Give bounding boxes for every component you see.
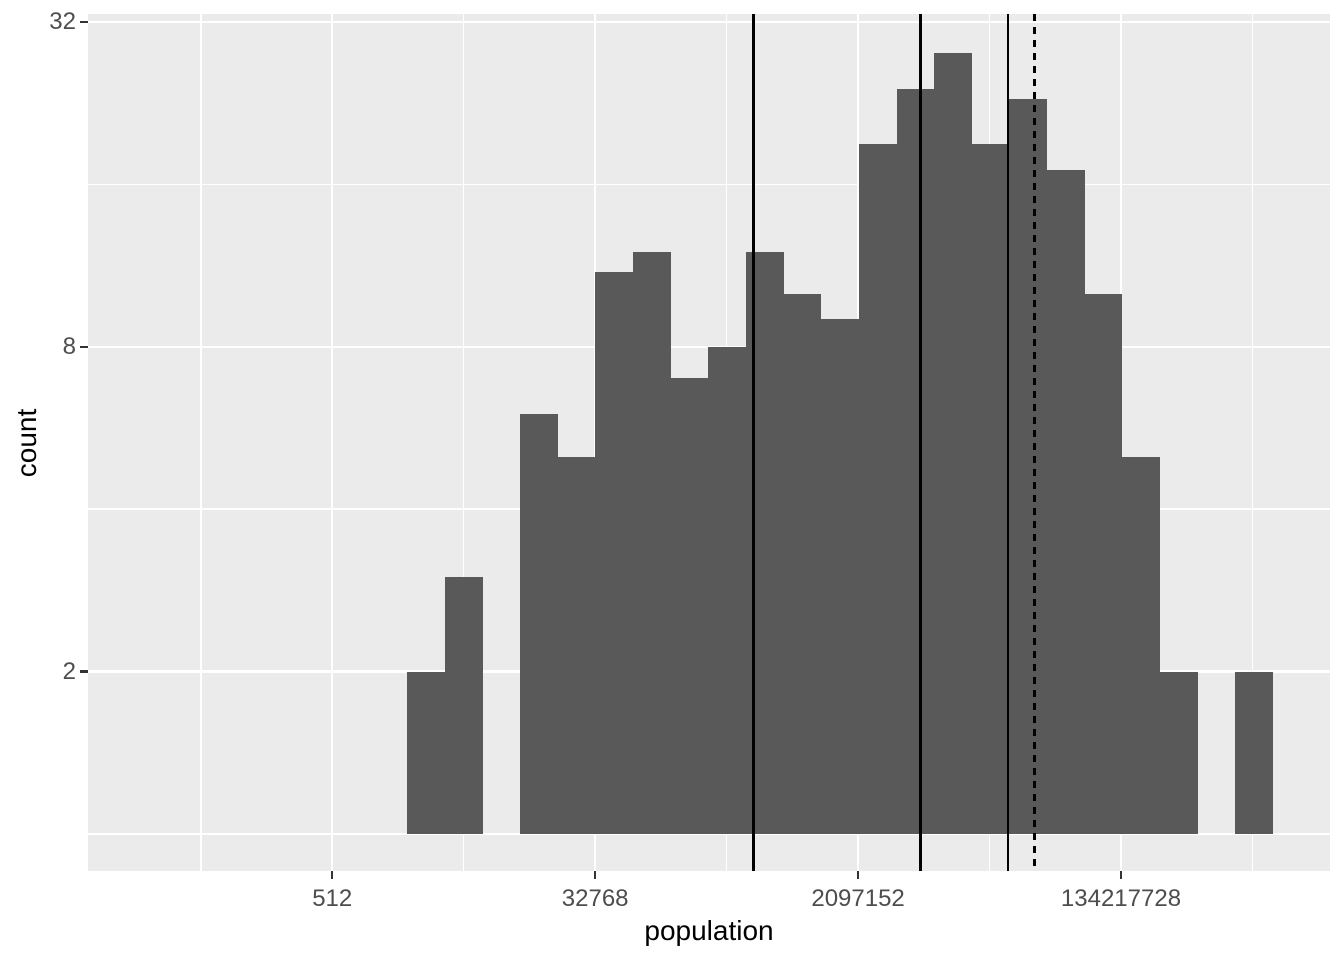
histogram-bar [557,456,596,834]
major-gridline-horizontal [88,20,1330,24]
histogram-bar [1084,294,1123,834]
y-tick-mark [80,345,88,348]
y-axis-title: count [11,408,42,477]
histogram-bar [896,89,935,834]
histogram-bar [1159,671,1198,834]
histogram-bar [971,144,1010,834]
minor-gridline-vertical [1251,14,1254,871]
annotation-vline-solid [919,14,923,871]
histogram-bar [407,671,445,834]
histogram-bar [1122,456,1160,834]
annotation-vline-dashed [1033,14,1036,871]
histogram-bar [708,346,746,834]
x-tick-mark [856,871,860,879]
histogram-bar [1009,99,1048,834]
minor-gridline-horizontal [88,833,1330,835]
histogram-bar [444,576,483,834]
x-tick-label: 32768 [561,885,629,912]
y-tick-mark [80,670,88,673]
histogram-bar [858,144,897,834]
histogram-bar [821,319,859,834]
major-gridline-vertical [593,14,597,871]
minor-gridline-horizontal [88,183,1330,186]
minor-gridline-vertical [199,14,202,871]
y-tick-label: 8 [62,332,76,360]
histogram-bar [595,272,634,834]
histogram-bar [1047,170,1085,834]
minor-gridline-vertical [462,14,465,871]
annotation-vline-solid [752,14,755,871]
x-tick-label: 512 [312,885,353,912]
histogram-bar [783,294,822,834]
plot-panel [88,14,1330,871]
x-tick-mark [331,871,334,879]
histogram-bar [1235,671,1273,834]
histogram-bar [745,251,784,834]
histogram-bar [633,251,671,834]
x-tick-label: 134217728 [1060,885,1182,912]
histogram-bar [934,53,972,834]
histogram-bar [520,414,558,834]
y-tick-label: 32 [49,7,76,35]
y-tick-mark [80,20,88,24]
major-gridline-vertical [331,14,334,871]
annotation-vline-solid [1006,14,1010,871]
x-tick-mark [1119,871,1123,879]
y-tick-label: 2 [62,657,76,685]
histogram-bar [670,378,709,834]
x-axis-title: population [644,915,774,946]
x-tick-mark [593,871,597,879]
x-tick-label: 2097152 [811,885,905,912]
